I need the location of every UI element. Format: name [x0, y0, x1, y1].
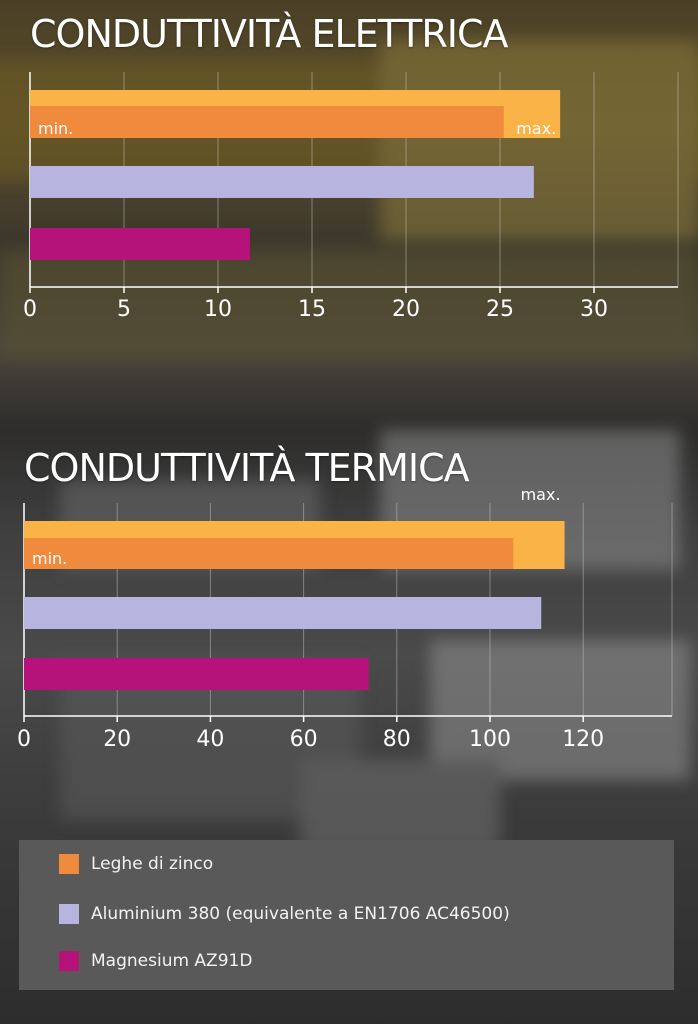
x-tick-label-thermal: 20	[103, 727, 131, 752]
x-tick-label-electric: 25	[486, 297, 514, 322]
x-tick-label-electric: 0	[23, 297, 37, 322]
x-tick-label-thermal: 100	[469, 727, 511, 752]
bar-charts: 0 5 10 15 20 25 30 min. max. 0 20 40 60 80 100 120 min. m…	[17, 72, 679, 752]
legend-label-magnesium: Magnesium AZ91D	[91, 951, 253, 971]
bar-magnesium-thermal	[24, 658, 369, 690]
bar-zinc-min-electric	[30, 106, 504, 138]
legend-item-aluminium: Aluminium 380 (equivalente a EN1706 AC46…	[59, 903, 510, 925]
x-tick-label-electric: 5	[117, 297, 131, 322]
x-tick-label-thermal: 80	[383, 727, 411, 752]
label-min-thermal: min.	[32, 549, 67, 568]
chart-title-thermal: CONDUTTIVITÀ TERMICA	[24, 446, 470, 490]
x-tick-label-electric: 10	[204, 297, 232, 322]
x-tick-label-thermal: 120	[562, 727, 604, 752]
label-max-thermal: max.	[521, 485, 561, 504]
label-min-electric: min.	[38, 119, 73, 138]
legend-item-magnesium: Magnesium AZ91D	[59, 950, 252, 972]
x-tick-label-thermal: 60	[290, 727, 318, 752]
chart-title-electric: CONDUTTIVITÀ ELETTRICA	[30, 12, 509, 56]
legend-swatch-magnesium	[59, 951, 79, 971]
legend-label-zinc: Leghe di zinco	[91, 854, 214, 874]
legend-swatch-zinc	[59, 854, 79, 874]
x-tick-label-thermal: 0	[17, 727, 31, 752]
x-tick-label-electric: 30	[580, 297, 608, 322]
label-max-electric: max.	[516, 119, 556, 138]
legend-label-aluminium: Aluminium 380 (equivalente a EN1706 AC46…	[91, 904, 510, 924]
legend: Leghe di zinco Aluminium 380 (equivalent…	[19, 840, 674, 990]
bar-zinc-min-thermal	[24, 538, 514, 569]
bar-aluminium-thermal	[24, 597, 542, 629]
legend-swatch-aluminium	[59, 904, 79, 924]
bar-aluminium-electric	[30, 166, 534, 198]
x-tick-label-electric: 15	[298, 297, 326, 322]
legend-item-zinc: Leghe di zinco	[59, 853, 213, 875]
x-tick-label-electric: 20	[392, 297, 420, 322]
x-tick-label-thermal: 40	[196, 727, 224, 752]
bar-magnesium-electric	[30, 228, 250, 260]
